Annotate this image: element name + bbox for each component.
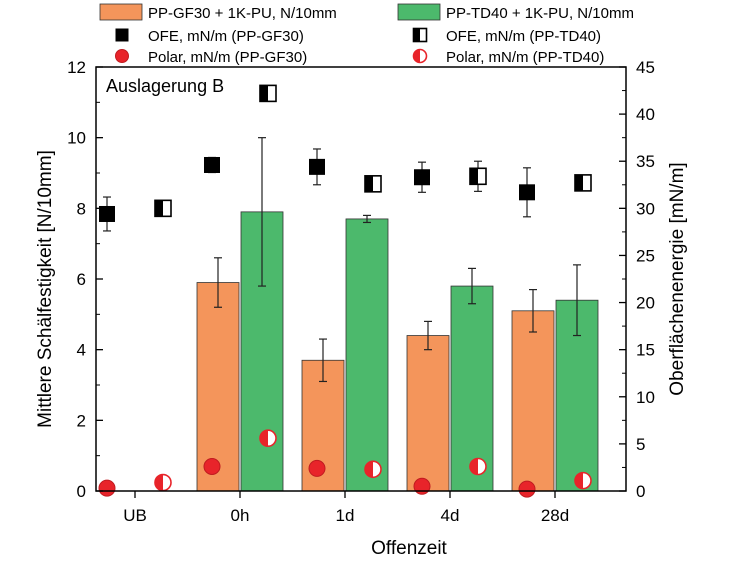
left-tick-label: 10 — [67, 129, 86, 148]
annotation-text: Auslagerung B — [106, 76, 224, 96]
legend-label: Polar, mN/m (PP-TD40) — [446, 49, 604, 66]
marker-polar-pp-td40-4d — [469, 457, 487, 476]
legend-item-pp-td40-bar: PP-TD40 + 1K-PU, N/10mm — [397, 3, 634, 22]
right-tick-label: 20 — [636, 294, 655, 313]
legend-marker — [412, 27, 428, 43]
x-tick-label: 0h — [231, 506, 250, 525]
x-tick-label: 28d — [541, 506, 569, 525]
marker-polar-pp-gf30-0h — [203, 458, 221, 476]
marker-polar-pp-td40-0h — [259, 429, 277, 448]
error-bar-pp-gf30-4d — [424, 320, 432, 351]
left-tick-label: 12 — [67, 58, 86, 77]
x-tick-label: UB — [123, 506, 147, 525]
right-tick-label: 25 — [636, 246, 655, 265]
marker-polar-pp-td40-ub — [154, 473, 172, 492]
right-tick-label: 15 — [636, 341, 655, 360]
plot-area — [98, 84, 599, 498]
marker-polar-pp-gf30-ub — [98, 479, 116, 497]
marker-ofe-pp-td40-1d — [364, 175, 382, 193]
legend-item-polar-pp-td40: Polar, mN/m (PP-TD40) — [412, 48, 604, 66]
error-bar-pp-td40-4d — [468, 267, 476, 305]
marker-polar-pp-td40-28d — [574, 471, 592, 490]
left-tick-label: 0 — [77, 482, 86, 501]
y2-axis-title: Oberflächenenergie [mN/m] — [667, 162, 688, 395]
legend-item-polar-pp-gf30: Polar, mN/m (PP-GF30) — [115, 49, 307, 66]
left-tick-label: 6 — [77, 270, 86, 289]
marker-ofe-pp-gf30-ub — [99, 205, 115, 222]
marker-polar-pp-gf30-28d — [518, 480, 536, 498]
marker-ofe-pp-gf30-0h — [204, 156, 220, 173]
legend-swatch — [99, 3, 143, 21]
marker-ofe-pp-gf30-4d — [414, 169, 430, 186]
legend-marker — [115, 28, 129, 42]
axes: 0 2 4 6 8 10 12 0 5 10 15 20 25 30 35 40 45 UB 0h 1d 4d 28d Of… — [35, 58, 688, 559]
error-bar-pp-td40-0h — [258, 137, 266, 287]
legend-item-ofe-pp-td40: OFE, mN/m (PP-TD40) — [412, 27, 601, 45]
legend: PP-GF30 + 1K-PU, N/10mm PP-TD40 + 1K-PU, … — [99, 3, 634, 66]
right-tick-label: 35 — [636, 152, 655, 171]
right-tick-label: 5 — [636, 435, 645, 454]
legend-label: OFE, mN/m (PP-GF30) — [148, 28, 304, 45]
error-bar-pp-td40-28d — [573, 264, 581, 337]
marker-ofe-pp-td40-28d — [574, 174, 592, 192]
marker-ofe-pp-gf30-28d — [519, 184, 535, 201]
legend-marker — [412, 48, 428, 64]
marker-ofe-pp-td40-4d — [469, 167, 487, 186]
legend-item-ofe-pp-gf30: OFE, mN/m (PP-GF30) — [115, 28, 304, 45]
marker-polar-pp-gf30-4d — [413, 477, 431, 495]
error-bar-pp-gf30-28d — [529, 289, 537, 333]
marker-ofe-pp-td40-0h — [259, 84, 277, 103]
right-tick-label: 30 — [636, 199, 655, 218]
bar-pp-gf30-0h — [196, 282, 240, 492]
marker-ofe-pp-gf30-1d — [309, 158, 325, 175]
bar-pp-gf30-4d — [406, 335, 450, 492]
legend-label: PP-TD40 + 1K-PU, N/10mm — [446, 5, 634, 22]
left-tick-label: 2 — [77, 411, 86, 430]
error-bar-pp-td40-1d — [363, 214, 371, 224]
left-tick-label: 4 — [77, 341, 86, 360]
right-tick-label: 40 — [636, 105, 655, 124]
legend-label: OFE, mN/m (PP-TD40) — [446, 28, 601, 45]
legend-label: PP-GF30 + 1K-PU, N/10mm — [148, 5, 337, 22]
right-tick-label: 10 — [636, 388, 655, 407]
marker-polar-pp-td40-1d — [364, 460, 382, 479]
legend-swatch — [397, 3, 441, 21]
bar-pp-td40-1d — [345, 218, 389, 492]
x-tick-label: 4d — [441, 506, 460, 525]
legend-item-pp-gf30-bar: PP-GF30 + 1K-PU, N/10mm — [99, 3, 337, 22]
legend-label: Polar, mN/m (PP-GF30) — [148, 49, 307, 66]
y-axis-title: Mittlere Schälfestigkeit [N/10mm] — [35, 150, 56, 428]
marker-ofe-pp-td40-ub — [154, 199, 172, 218]
legend-marker — [115, 49, 129, 63]
right-tick-label: 0 — [636, 482, 645, 501]
marker-polar-pp-gf30-1d — [308, 459, 326, 477]
bar-pp-gf30-28d — [511, 310, 555, 492]
error-bar-pp-gf30-0h — [214, 257, 222, 308]
right-tick-label: 45 — [636, 58, 655, 77]
x-axis-title: Offenzeit — [371, 538, 447, 559]
left-tick-label: 8 — [77, 199, 86, 218]
error-bar-pp-gf30-1d — [319, 338, 327, 383]
x-tick-label: 1d — [336, 506, 355, 525]
